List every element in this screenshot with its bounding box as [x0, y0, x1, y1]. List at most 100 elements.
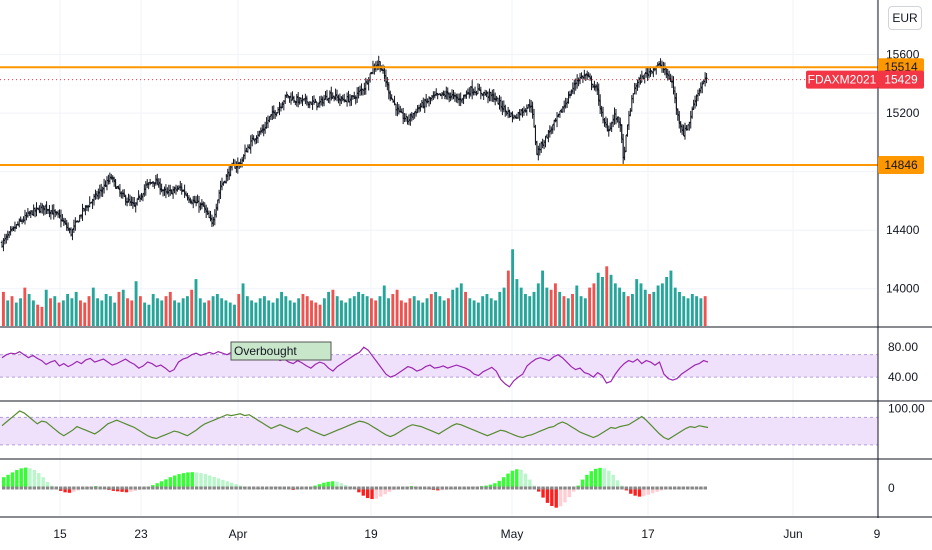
histogram-zero-dot: [484, 486, 488, 490]
histogram-zero-dot: [238, 486, 243, 490]
candle-body: [188, 197, 190, 201]
histogram-zero-dot: [497, 486, 501, 490]
histogram-bar: [357, 488, 361, 493]
volume-bar: [228, 302, 232, 326]
volume-bar: [365, 296, 369, 326]
volume-bar: [656, 285, 660, 326]
candle-body: [110, 177, 112, 179]
candle-body: [606, 124, 608, 130]
candle-body: [455, 96, 457, 98]
volume-bar: [130, 300, 134, 326]
volume-bar: [464, 291, 467, 326]
histogram-bar: [637, 488, 642, 497]
histogram-zero-dot: [501, 486, 506, 490]
histogram-zero-dot: [50, 486, 54, 490]
candle-body: [501, 107, 503, 109]
histogram-zero-dot: [203, 486, 208, 490]
volume-bar: [673, 287, 677, 326]
histogram-bar: [199, 473, 203, 488]
volume-bar: [156, 298, 159, 326]
candle-body: [66, 224, 68, 228]
candle-body: [681, 126, 683, 131]
volume-bar: [164, 296, 168, 326]
candle-body: [603, 119, 605, 123]
candle-body: [117, 186, 119, 189]
histogram-zero-dot: [374, 486, 379, 490]
candle-body: [429, 97, 431, 99]
volume-bar: [549, 289, 553, 326]
histogram-zero-dot: [124, 486, 129, 490]
histogram-zero-dot: [409, 486, 414, 490]
candle-body: [123, 193, 125, 197]
overbought-label-box: [230, 341, 332, 361]
histogram-bar: [383, 488, 387, 495]
candle-body: [504, 106, 506, 111]
candle-body: [20, 219, 22, 221]
candle-body: [519, 112, 521, 115]
volume-bar: [258, 298, 262, 326]
volume-bar: [61, 300, 65, 326]
candle-body: [398, 108, 400, 112]
candle-body: [209, 217, 211, 220]
symbol-tag-label: FDAXM2021: [808, 73, 877, 87]
candle-body: [425, 99, 427, 102]
histogram-zero-dot: [94, 486, 98, 490]
candle-body: [310, 102, 312, 105]
volume-bar: [40, 306, 44, 326]
histogram-zero-dot: [317, 486, 322, 490]
histogram-zero-dot: [107, 486, 111, 490]
candle-body: [64, 221, 66, 224]
histogram-zero-dot: [536, 486, 541, 490]
candle-body: [385, 75, 387, 83]
candle-body: [1, 242, 3, 247]
volume-bar: [237, 294, 241, 326]
histogram-bar: [585, 474, 589, 488]
histogram-bar: [501, 477, 506, 488]
volume-bar: [305, 296, 309, 326]
histogram-zero-dot: [515, 486, 519, 490]
histogram-zero-dot: [28, 486, 32, 490]
candle-body: [198, 201, 200, 207]
volume-bar: [588, 287, 592, 326]
price-axis[interactable]: 15600 15200 14400 14000 80.00 40.00 100.00 0: [886, 48, 925, 495]
candle-body: [511, 113, 513, 118]
histogram-zero-dot: [98, 486, 102, 490]
time-axis[interactable]: 15 23 Apr 19 May 17 Jun 9: [53, 527, 880, 541]
volume-bar: [532, 291, 536, 326]
histogram-zero-dot: [580, 486, 585, 490]
candle-body: [175, 188, 177, 190]
volume-bar: [472, 300, 476, 326]
candle-body: [406, 116, 408, 122]
histogram-zero-dot: [365, 486, 370, 490]
candle-body: [274, 112, 276, 115]
candle-body: [307, 101, 309, 105]
candle-body: [313, 100, 315, 103]
histogram-zero-dot: [659, 486, 664, 490]
candle-body: [391, 98, 393, 100]
candle-body: [316, 102, 318, 107]
histogram-zero-dot: [405, 486, 409, 490]
candle-body: [185, 194, 187, 196]
candle-body: [61, 220, 63, 222]
volume-bar: [57, 302, 61, 326]
volume-bar: [314, 302, 318, 326]
candle-body: [63, 221, 65, 223]
currency-button[interactable]: EUR: [888, 6, 922, 30]
histogram-zero-dot: [532, 486, 536, 490]
histogram-zero-dot: [260, 486, 265, 490]
indicator-line: [1, 410, 709, 441]
candle-body: [353, 95, 355, 98]
volume-bar: [528, 296, 532, 326]
histogram-zero-dot: [208, 486, 212, 490]
histogram-zero-dot: [506, 486, 510, 490]
histogram-bar: [519, 469, 523, 488]
candle-body: [165, 189, 167, 192]
histogram-zero-dot: [357, 486, 361, 490]
volume-bar: [682, 296, 686, 326]
candle-body: [685, 128, 687, 130]
histogram-zero-dot: [6, 486, 10, 490]
volume-bars: [2, 249, 707, 326]
histogram-bar: [32, 470, 37, 488]
histogram-zero-dot: [256, 486, 260, 490]
histogram-bar: [2, 477, 6, 488]
